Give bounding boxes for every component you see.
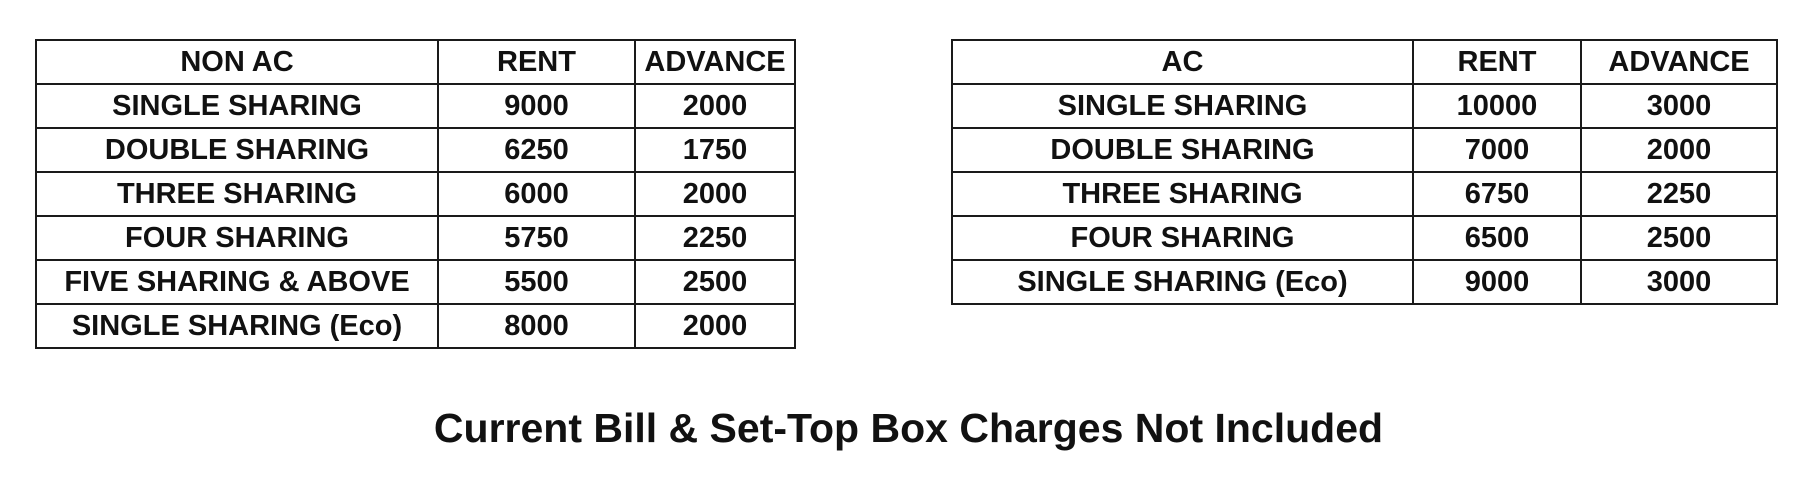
table-row: DOUBLE SHARING 6250 1750 — [35, 127, 796, 173]
table-row: SINGLE SHARING 10000 3000 — [951, 83, 1778, 129]
rent-cell: 7000 — [1412, 127, 1582, 173]
advance-cell: 2000 — [634, 171, 796, 217]
table-row: THREE SHARING 6000 2000 — [35, 171, 796, 217]
header-rent: RENT — [437, 39, 636, 85]
table-header-row: NON AC RENT ADVANCE — [35, 39, 796, 85]
rent-cell: 6750 — [1412, 171, 1582, 217]
advance-cell: 2000 — [634, 303, 796, 349]
room-type-cell: SINGLE SHARING — [35, 83, 439, 129]
table-row: FOUR SHARING 6500 2500 — [951, 215, 1778, 261]
table-row: DOUBLE SHARING 7000 2000 — [951, 127, 1778, 173]
room-type-cell: FOUR SHARING — [951, 215, 1414, 261]
room-type-cell: FOUR SHARING — [35, 215, 439, 261]
advance-cell: 2500 — [634, 259, 796, 305]
rent-cell: 5750 — [437, 215, 636, 261]
charges-disclaimer: Current Bill & Set-Top Box Charges Not I… — [433, 405, 1384, 451]
header-room-type: NON AC — [35, 39, 439, 85]
advance-cell: 2250 — [634, 215, 796, 261]
table-row: SINGLE SHARING 9000 2000 — [35, 83, 796, 129]
room-type-cell: THREE SHARING — [951, 171, 1414, 217]
room-type-cell: SINGLE SHARING (Eco) — [951, 259, 1414, 305]
header-rent: RENT — [1412, 39, 1582, 85]
rent-cell: 8000 — [437, 303, 636, 349]
rent-cell: 6250 — [437, 127, 636, 173]
advance-cell: 2000 — [634, 83, 796, 129]
table-row: THREE SHARING 6750 2250 — [951, 171, 1778, 217]
room-type-cell: SINGLE SHARING (Eco) — [35, 303, 439, 349]
non-ac-rent-table: NON AC RENT ADVANCE SINGLE SHARING 9000 … — [35, 39, 796, 349]
room-type-cell: DOUBLE SHARING — [951, 127, 1414, 173]
ac-rent-table: AC RENT ADVANCE SINGLE SHARING 10000 300… — [951, 39, 1778, 305]
table-header-row: AC RENT ADVANCE — [951, 39, 1778, 85]
advance-cell: 3000 — [1580, 259, 1778, 305]
advance-cell: 2500 — [1580, 215, 1778, 261]
rent-cell: 6500 — [1412, 215, 1582, 261]
table-row: SINGLE SHARING (Eco) 8000 2000 — [35, 303, 796, 349]
table-row: SINGLE SHARING (Eco) 9000 3000 — [951, 259, 1778, 305]
advance-cell: 2250 — [1580, 171, 1778, 217]
header-advance: ADVANCE — [1580, 39, 1778, 85]
rent-cell: 5500 — [437, 259, 636, 305]
header-room-type: AC — [951, 39, 1414, 85]
table-row: FIVE SHARING & ABOVE 5500 2500 — [35, 259, 796, 305]
rent-cell: 6000 — [437, 171, 636, 217]
header-advance: ADVANCE — [634, 39, 796, 85]
room-type-cell: THREE SHARING — [35, 171, 439, 217]
room-type-cell: SINGLE SHARING — [951, 83, 1414, 129]
advance-cell: 1750 — [634, 127, 796, 173]
rent-cell: 9000 — [437, 83, 636, 129]
rent-cell: 9000 — [1412, 259, 1582, 305]
room-type-cell: DOUBLE SHARING — [35, 127, 439, 173]
table-row: FOUR SHARING 5750 2250 — [35, 215, 796, 261]
rent-cell: 10000 — [1412, 83, 1582, 129]
advance-cell: 2000 — [1580, 127, 1778, 173]
room-type-cell: FIVE SHARING & ABOVE — [35, 259, 439, 305]
advance-cell: 3000 — [1580, 83, 1778, 129]
